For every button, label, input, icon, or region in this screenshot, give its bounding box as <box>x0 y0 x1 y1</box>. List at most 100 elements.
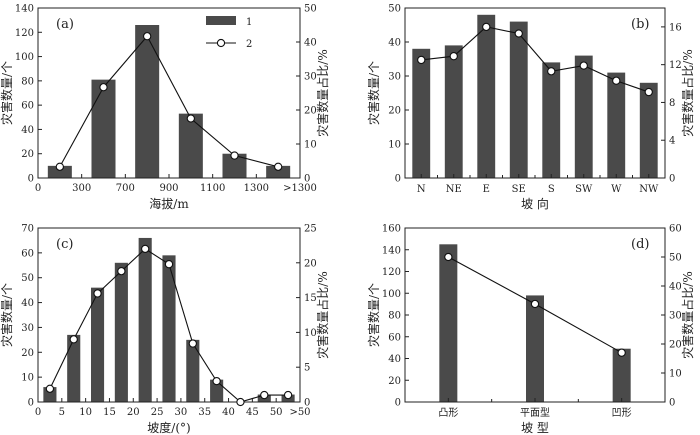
line-point-12.5 <box>93 289 102 298</box>
line-point-SW <box>579 61 588 70</box>
y2-tick-label: 12 <box>669 60 682 71</box>
chart-panel-c: 0 10 20 30 40 50 60 70 0 5 10 15 20 25 0 5 10 15 20 25 30 35 4… <box>0 224 330 435</box>
y-tick-label: 10 <box>388 140 401 151</box>
x-tick-label: 900 <box>159 183 178 194</box>
y-tick-label: 50 <box>21 273 34 284</box>
y2-tick-label: 25 <box>304 224 317 235</box>
x-tick-label: 700 <box>116 183 135 194</box>
panel-label: (c) <box>56 237 73 252</box>
y2-tick-label: 8 <box>669 98 675 109</box>
y2-tick-label: 30 <box>669 311 682 322</box>
bar-1000 <box>178 113 203 178</box>
x-tick-label: 凸形 <box>438 407 458 419</box>
plot-frame <box>37 7 301 179</box>
x-tick-label: 35 <box>198 407 211 418</box>
x-tick-label: 凹形 <box>612 407 632 419</box>
y-tick-label: 120 <box>382 267 401 278</box>
line-point-S <box>547 67 556 76</box>
x-tick-label: 25 <box>151 407 164 418</box>
y2-axis-label: 灾害数量占比/% <box>315 49 330 136</box>
line-point-NE <box>449 52 458 61</box>
y-tick-label: 60 <box>21 248 34 259</box>
y2-tick-label: 20 <box>669 340 682 351</box>
legend-bar-swatch <box>206 16 236 25</box>
plot-frame <box>37 227 301 403</box>
y-tick-label: 50 <box>388 4 401 15</box>
line-point-42.5 <box>236 397 245 407</box>
x-tick-label: 20 <box>127 407 140 418</box>
y-tick-label: 40 <box>21 125 34 136</box>
line-point-27.5 <box>164 260 174 269</box>
y-tick-label: 120 <box>15 28 34 39</box>
bar-27.5 <box>162 255 176 402</box>
y2-tick-label: 40 <box>304 38 317 49</box>
y2-tick-label: 50 <box>304 4 317 15</box>
line-point-平面型 <box>530 299 540 309</box>
x-tick-label: NW <box>639 184 659 195</box>
y-tick-label: 40 <box>21 298 34 309</box>
bar-平面型 <box>526 295 544 402</box>
panel-label: (d) <box>631 237 649 252</box>
bar-SE <box>509 21 528 178</box>
x-tick-label: >50 <box>289 407 310 418</box>
y-tick-label: 100 <box>15 52 34 63</box>
bar-SW <box>574 55 593 178</box>
line-point-2.5 <box>45 384 55 393</box>
bar-800 <box>135 25 160 178</box>
legend-label-line: 2 <box>246 39 252 50</box>
line-point-W <box>612 76 621 85</box>
bar-17.5 <box>114 262 128 402</box>
x-tick-label: SE <box>512 184 526 195</box>
y2-tick-label: 16 <box>669 22 682 33</box>
x-tick-label: 平面型 <box>520 406 550 419</box>
bar-W <box>607 72 626 178</box>
y2-tick-label: 4 <box>669 136 675 147</box>
line-point-凹形 <box>617 348 626 357</box>
y-tick-label: 30 <box>21 323 34 334</box>
y2-tick-label: 10 <box>669 369 682 380</box>
x-tick-label: 5 <box>59 407 65 418</box>
y-tick-label: 160 <box>382 224 401 235</box>
bar-S <box>542 62 561 178</box>
bar-凸形 <box>439 244 458 402</box>
y-tick-label: 140 <box>382 245 401 256</box>
y2-tick-label: 0 <box>304 174 310 185</box>
line-point-800 <box>143 32 152 41</box>
line-point-47.5 <box>260 390 269 400</box>
y2-tick-label: 50 <box>669 253 682 264</box>
line-point->50 <box>283 390 293 400</box>
x-tick-label: 30 <box>175 407 188 418</box>
x-axis-label: 坡 型 <box>521 421 549 435</box>
x-axis-label: 坡度/(°) <box>147 420 190 435</box>
y-tick-label: 20 <box>21 348 34 359</box>
y2-tick-label: 5 <box>304 363 310 374</box>
y-tick-label: 40 <box>388 38 401 49</box>
y2-tick-label: 0 <box>669 174 675 185</box>
percentage-line <box>59 35 279 168</box>
bar-E <box>477 14 496 178</box>
x-tick-label: E <box>483 184 490 195</box>
y2-tick-label: 60 <box>669 224 682 235</box>
y-tick-label: 0 <box>395 174 401 185</box>
y2-tick-label: 15 <box>304 293 317 304</box>
y-axis-label: 灾害数量/个 <box>0 61 14 125</box>
y-tick-label: 60 <box>21 101 34 112</box>
bar-300 <box>47 165 72 178</box>
y-tick-label: 20 <box>21 149 34 160</box>
line-point-1000 <box>186 114 195 123</box>
x-tick-label: 1100 <box>200 183 225 194</box>
chart-panel-d: 0 20 40 60 80 100 120 140 160 0 10 20 30 40 50 60 凸形 平面型 凹… <box>366 224 695 435</box>
y-tick-label: 140 <box>15 4 34 15</box>
y2-tick-label: 20 <box>304 106 317 117</box>
y-tick-label: 100 <box>382 289 401 300</box>
y-axis-label: 灾害数量/个 <box>0 283 14 347</box>
bar-32.5 <box>186 339 200 402</box>
y-tick-label: 20 <box>388 106 401 117</box>
bar-600 <box>91 79 116 178</box>
line-point-N <box>417 55 426 65</box>
line-point-300 <box>55 162 64 171</box>
legend-line-marker <box>216 38 226 48</box>
y-tick-label: 0 <box>28 174 34 185</box>
x-tick-label: W <box>611 184 622 195</box>
